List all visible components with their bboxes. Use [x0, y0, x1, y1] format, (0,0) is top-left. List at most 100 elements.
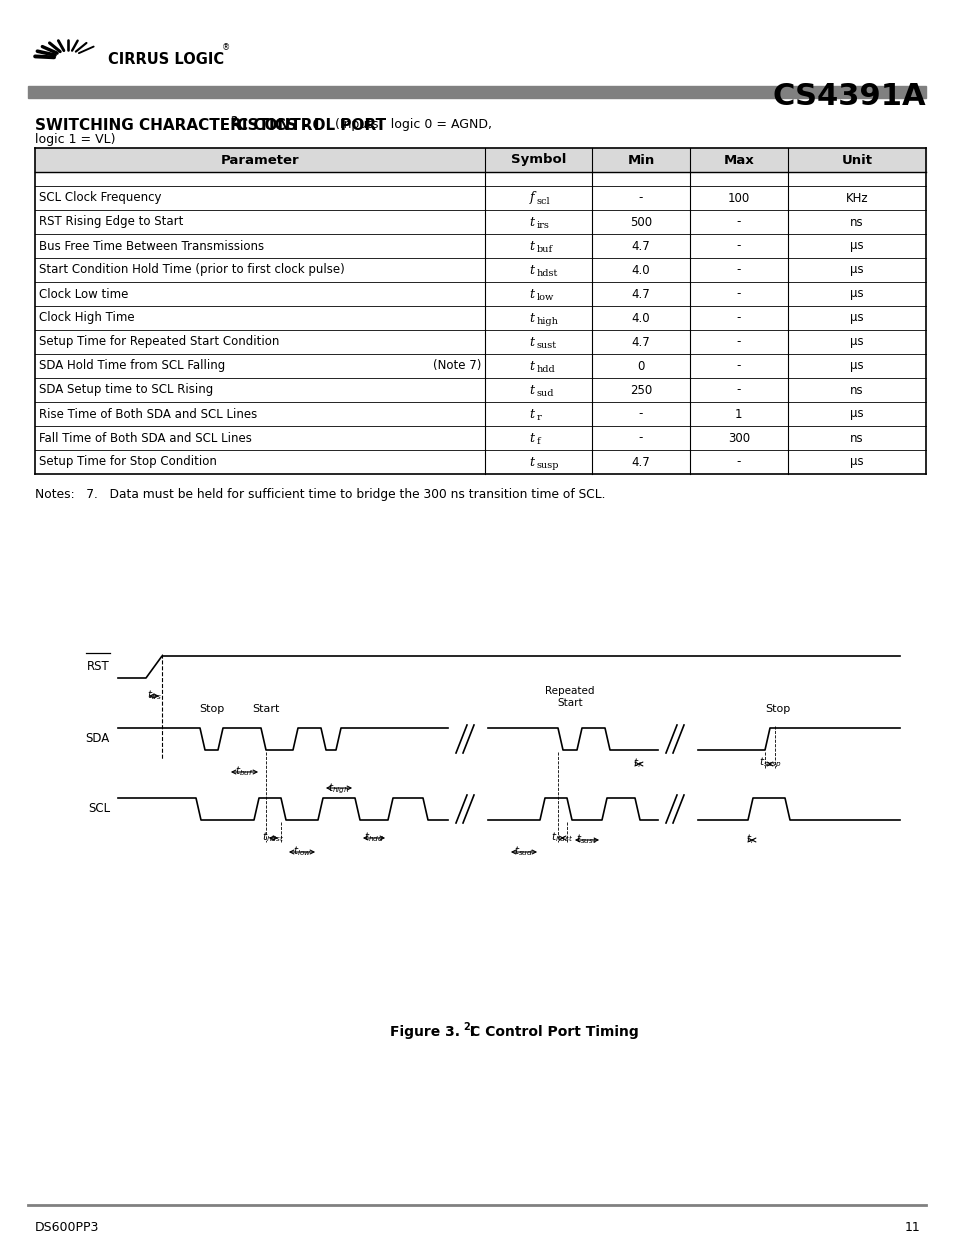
Text: Stop: Stop — [198, 704, 224, 714]
Text: µs: µs — [849, 359, 862, 373]
Text: $t_{hdst}$: $t_{hdst}$ — [262, 830, 284, 844]
Text: t: t — [529, 240, 534, 252]
Text: $t_{buf}$: $t_{buf}$ — [234, 764, 253, 778]
Text: Setup Time for Stop Condition: Setup Time for Stop Condition — [39, 456, 216, 468]
Text: $t_{hdd}$: $t_{hdd}$ — [364, 830, 383, 844]
Text: 100: 100 — [727, 191, 749, 205]
Text: Fall Time of Both SDA and SCL Lines: Fall Time of Both SDA and SCL Lines — [39, 431, 252, 445]
Text: -: - — [736, 311, 740, 325]
Text: ns: ns — [849, 431, 862, 445]
Text: SDA Setup time to SCL Rising: SDA Setup time to SCL Rising — [39, 384, 213, 396]
Text: 4.7: 4.7 — [631, 240, 650, 252]
Text: DS600PP3: DS600PP3 — [35, 1221, 99, 1234]
Text: Parameter: Parameter — [220, 153, 299, 167]
Text: $t_r$: $t_r$ — [745, 832, 755, 846]
Text: Clock Low time: Clock Low time — [39, 288, 129, 300]
Text: $t_{sust}$: $t_{sust}$ — [576, 832, 597, 846]
Text: Stop: Stop — [764, 704, 789, 714]
Text: µs: µs — [849, 311, 862, 325]
Text: t: t — [529, 336, 534, 348]
Text: µs: µs — [849, 456, 862, 468]
Text: Clock High Time: Clock High Time — [39, 311, 134, 325]
Text: 4.0: 4.0 — [631, 311, 650, 325]
Text: t: t — [529, 431, 534, 445]
Text: -: - — [736, 240, 740, 252]
Text: µs: µs — [849, 240, 862, 252]
Text: -: - — [736, 456, 740, 468]
Text: Figure 3.  I: Figure 3. I — [390, 1025, 475, 1039]
Text: $t_{susp}$: $t_{susp}$ — [758, 756, 781, 771]
Text: $t_{high}$: $t_{high}$ — [328, 782, 350, 797]
Text: SWITCHING CHARACTERISTICS - I: SWITCHING CHARACTERISTICS - I — [35, 119, 319, 133]
Text: 2: 2 — [463, 1023, 470, 1032]
Text: hdd: hdd — [536, 366, 555, 374]
Text: RST Rising Edge to Start: RST Rising Edge to Start — [39, 215, 183, 228]
Bar — [35, 148, 925, 172]
Text: low: low — [536, 293, 553, 303]
Text: SCL Clock Frequency: SCL Clock Frequency — [39, 191, 161, 205]
Text: -: - — [736, 336, 740, 348]
Text: 4.7: 4.7 — [631, 336, 650, 348]
Text: t: t — [529, 408, 534, 420]
Text: µs: µs — [849, 336, 862, 348]
Text: RST: RST — [87, 661, 110, 673]
Text: 300: 300 — [727, 431, 749, 445]
Text: Max: Max — [722, 153, 754, 167]
Text: $t_f$: $t_f$ — [632, 756, 641, 769]
Text: buf: buf — [536, 245, 552, 254]
Text: t: t — [529, 456, 534, 468]
Text: Symbol: Symbol — [510, 153, 565, 167]
Text: -: - — [638, 431, 642, 445]
Text: sust: sust — [536, 341, 556, 350]
Text: t: t — [529, 263, 534, 277]
Text: 250: 250 — [629, 384, 651, 396]
Text: KHz: KHz — [844, 191, 867, 205]
Text: t: t — [529, 215, 534, 228]
Text: logic 1 = VL): logic 1 = VL) — [35, 133, 115, 146]
Text: 4.0: 4.0 — [631, 263, 650, 277]
Text: sud: sud — [536, 389, 554, 398]
Text: Repeated
Start: Repeated Start — [545, 687, 594, 708]
Text: high: high — [536, 317, 558, 326]
Text: C Control Port Timing: C Control Port Timing — [470, 1025, 639, 1039]
Text: $t_{hdst}$: $t_{hdst}$ — [551, 830, 573, 844]
Text: t: t — [529, 359, 534, 373]
Text: 11: 11 — [903, 1221, 919, 1234]
Text: $t_{low}$: $t_{low}$ — [293, 844, 311, 858]
Text: t: t — [529, 288, 534, 300]
Text: Rise Time of Both SDA and SCL Lines: Rise Time of Both SDA and SCL Lines — [39, 408, 257, 420]
Text: -: - — [736, 288, 740, 300]
Text: CIRRUS LOGIC: CIRRUS LOGIC — [108, 53, 224, 68]
Text: t: t — [529, 384, 534, 396]
Text: 4.7: 4.7 — [631, 456, 650, 468]
Text: 0: 0 — [637, 359, 644, 373]
Text: µs: µs — [849, 263, 862, 277]
Text: $t_{sud}$: $t_{sud}$ — [514, 844, 533, 858]
Bar — [28, 86, 925, 98]
Text: Unit: Unit — [841, 153, 872, 167]
Text: hdst: hdst — [536, 269, 558, 278]
Text: ns: ns — [849, 215, 862, 228]
Text: (Inputs:  logic 0 = AGND,: (Inputs: logic 0 = AGND, — [335, 119, 492, 131]
Text: 1: 1 — [735, 408, 741, 420]
Text: -: - — [736, 263, 740, 277]
Text: -: - — [736, 384, 740, 396]
Text: ns: ns — [849, 384, 862, 396]
Text: irs: irs — [536, 221, 549, 230]
Text: -: - — [736, 215, 740, 228]
Text: Min: Min — [626, 153, 654, 167]
Text: 500: 500 — [629, 215, 651, 228]
Text: Setup Time for Repeated Start Condition: Setup Time for Repeated Start Condition — [39, 336, 279, 348]
Text: 2: 2 — [230, 116, 237, 126]
Text: $t_{irs}$: $t_{irs}$ — [147, 688, 161, 701]
Text: -: - — [638, 408, 642, 420]
Text: CS4391A: CS4391A — [772, 82, 925, 111]
Text: C CONTROL PORT: C CONTROL PORT — [236, 119, 386, 133]
Text: f: f — [536, 437, 539, 446]
Text: Bus Free Time Between Transmissions: Bus Free Time Between Transmissions — [39, 240, 264, 252]
Text: -: - — [736, 359, 740, 373]
Text: SDA Hold Time from SCL Falling: SDA Hold Time from SCL Falling — [39, 359, 225, 373]
Text: Start: Start — [252, 704, 279, 714]
Text: susp: susp — [536, 461, 558, 471]
Text: Notes:   7.   Data must be held for sufficient time to bridge the 300 ns transit: Notes: 7. Data must be held for sufficie… — [35, 488, 605, 501]
